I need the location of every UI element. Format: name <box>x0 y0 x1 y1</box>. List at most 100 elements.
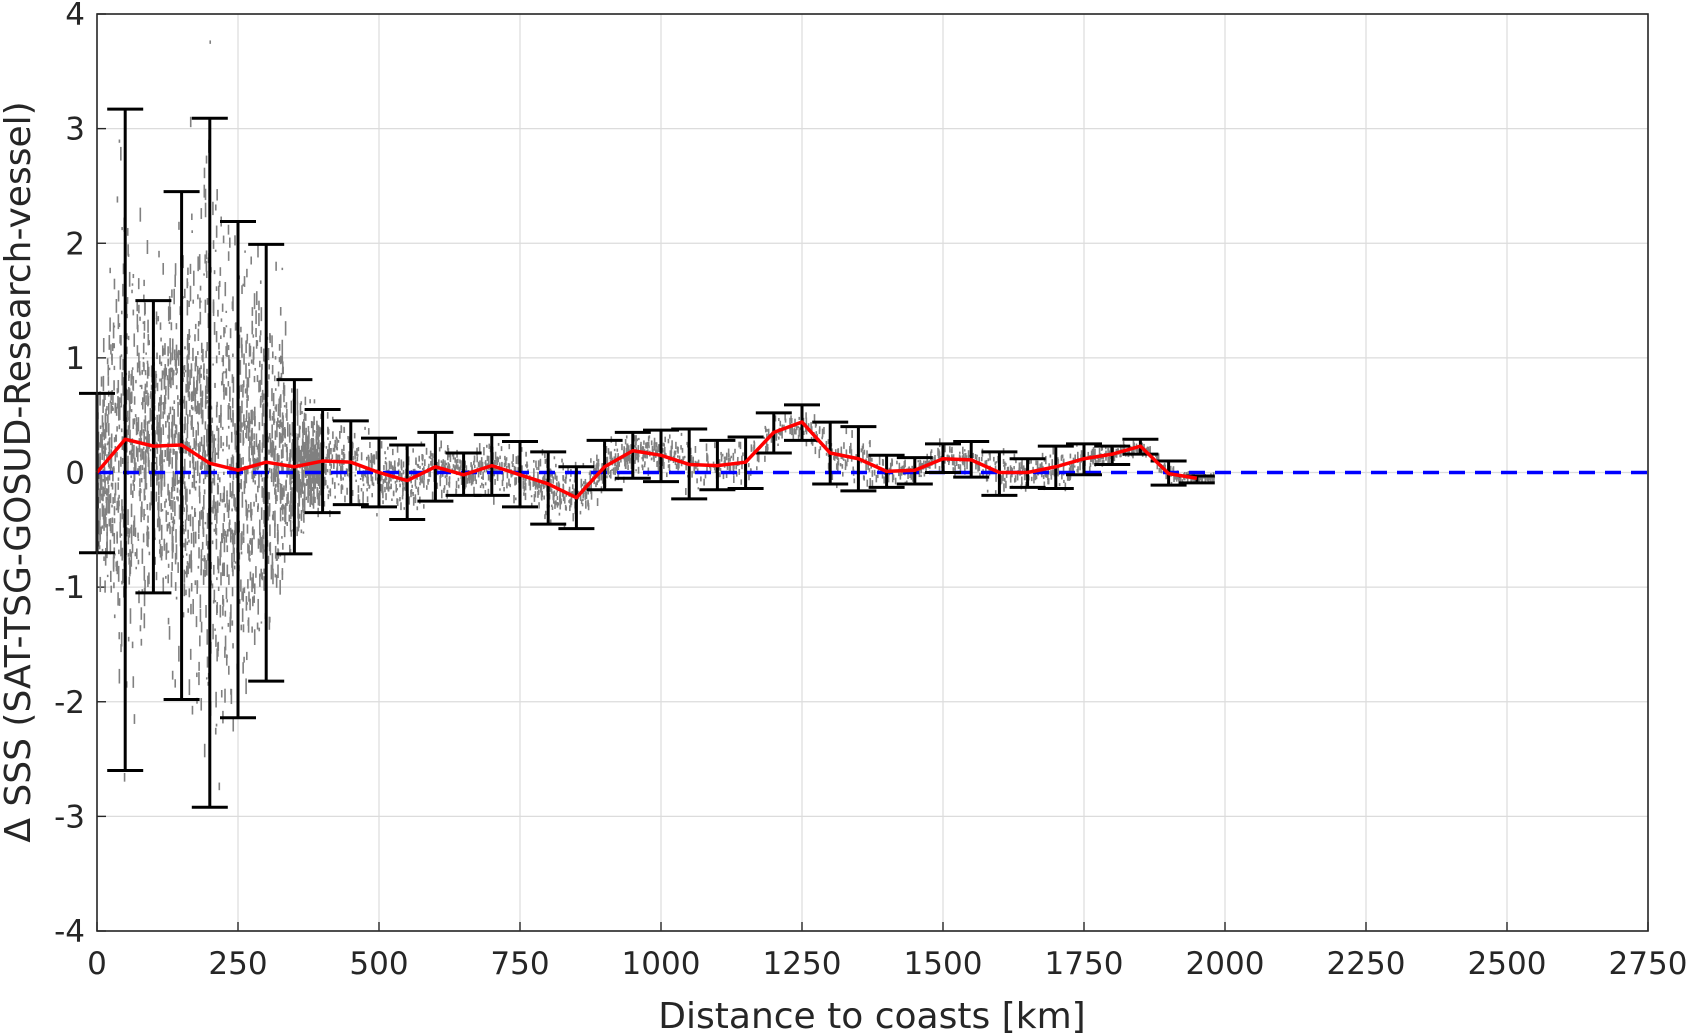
scatter-point <box>103 467 106 483</box>
scatter-point <box>135 424 138 427</box>
scatter-point <box>865 463 867 471</box>
scatter-point <box>260 536 263 546</box>
scatter-point <box>139 478 141 487</box>
scatter-point <box>805 417 808 426</box>
scatter-point <box>346 468 349 477</box>
scatter-point <box>167 434 169 439</box>
scatter-point <box>146 360 149 365</box>
scatter-point <box>145 455 147 463</box>
scatter-point <box>313 399 316 404</box>
scatter-point <box>258 539 261 546</box>
scatter-point <box>635 435 637 443</box>
scatter-point <box>147 515 149 523</box>
scatter-point <box>147 457 150 462</box>
scatter-point <box>234 561 237 564</box>
scatter-point <box>831 471 834 480</box>
mean-line <box>95 420 1198 500</box>
x-tick-label: 500 <box>349 946 408 982</box>
scatter-point <box>685 463 687 471</box>
scatter-point <box>252 596 254 607</box>
scatter-point <box>260 543 262 553</box>
scatter-point <box>105 496 108 503</box>
scatter-point <box>316 464 319 477</box>
scatter-point <box>234 235 236 246</box>
scatter-point <box>662 448 664 453</box>
scatter-point <box>222 536 225 539</box>
scatter-point <box>131 490 134 498</box>
scatter-point <box>119 521 122 538</box>
scatter-point <box>907 471 909 480</box>
error-bar <box>530 450 567 526</box>
scatter-point <box>186 565 188 578</box>
scatter-point <box>158 250 160 258</box>
scatter-point <box>288 457 291 464</box>
scatter-point <box>157 472 160 481</box>
scatter-point <box>466 477 469 484</box>
scatter-point <box>274 468 277 482</box>
scatter-point <box>494 451 497 460</box>
scatter-point <box>138 465 141 476</box>
scatter-point <box>163 402 166 414</box>
scatter-point <box>1076 451 1079 459</box>
scatter-point <box>623 457 626 462</box>
scatter-point <box>473 460 475 466</box>
scatter-point <box>255 458 257 464</box>
scatter-point <box>145 352 147 355</box>
scatter-point <box>143 590 146 607</box>
scatter-point <box>187 514 190 521</box>
scatter-point <box>118 494 120 499</box>
scatter-point <box>555 501 558 505</box>
scatter-point <box>157 485 160 496</box>
scatter-point <box>130 449 133 463</box>
scatter-point <box>742 452 744 457</box>
scatter-point <box>966 460 968 470</box>
scatter-point <box>362 496 364 504</box>
scatter-point <box>203 494 205 510</box>
scatter-point <box>305 483 308 486</box>
scatter-point <box>199 635 201 647</box>
scatter-point <box>111 504 113 508</box>
scatter-point <box>117 592 119 606</box>
scatter-point <box>100 474 103 490</box>
scatter-point <box>147 319 149 333</box>
scatter-point <box>384 451 386 455</box>
scatter-point <box>1060 455 1063 461</box>
scatter-point <box>311 459 313 476</box>
scatter-point <box>1045 455 1047 465</box>
scatter-point <box>141 465 144 471</box>
scatter-point <box>275 491 277 504</box>
scatter-point <box>317 474 320 486</box>
scatter-point <box>815 431 818 435</box>
scatter-point <box>608 475 611 478</box>
scatter-point <box>366 476 368 484</box>
scatter-point <box>205 270 208 279</box>
scatter-point <box>1073 465 1076 468</box>
scatter-point <box>102 338 105 353</box>
scatter-point <box>291 480 293 483</box>
scatter-point <box>296 410 299 426</box>
scatter-point <box>624 439 627 445</box>
scatter-point <box>384 474 387 483</box>
scatter-point <box>1030 459 1032 464</box>
scatter-point <box>327 427 329 435</box>
scatter-point <box>440 489 443 499</box>
scatter-point <box>202 506 204 518</box>
scatter-point <box>553 456 556 460</box>
scatter-point <box>334 482 336 489</box>
scatter-point <box>182 399 185 404</box>
scatter-point <box>555 463 557 468</box>
scatter-point <box>182 473 185 485</box>
scatter-point <box>302 469 305 481</box>
scatter-point <box>512 454 514 462</box>
scatter-point <box>256 340 259 347</box>
scatter-point <box>159 397 161 401</box>
scatter-point <box>515 477 518 485</box>
scatter-point <box>428 456 431 459</box>
scatter-point <box>668 464 671 471</box>
scatter-point <box>234 521 236 536</box>
scatter-point <box>764 455 766 462</box>
scatter-point <box>507 463 510 468</box>
scatter-point <box>813 436 815 441</box>
scatter-point <box>487 474 490 481</box>
